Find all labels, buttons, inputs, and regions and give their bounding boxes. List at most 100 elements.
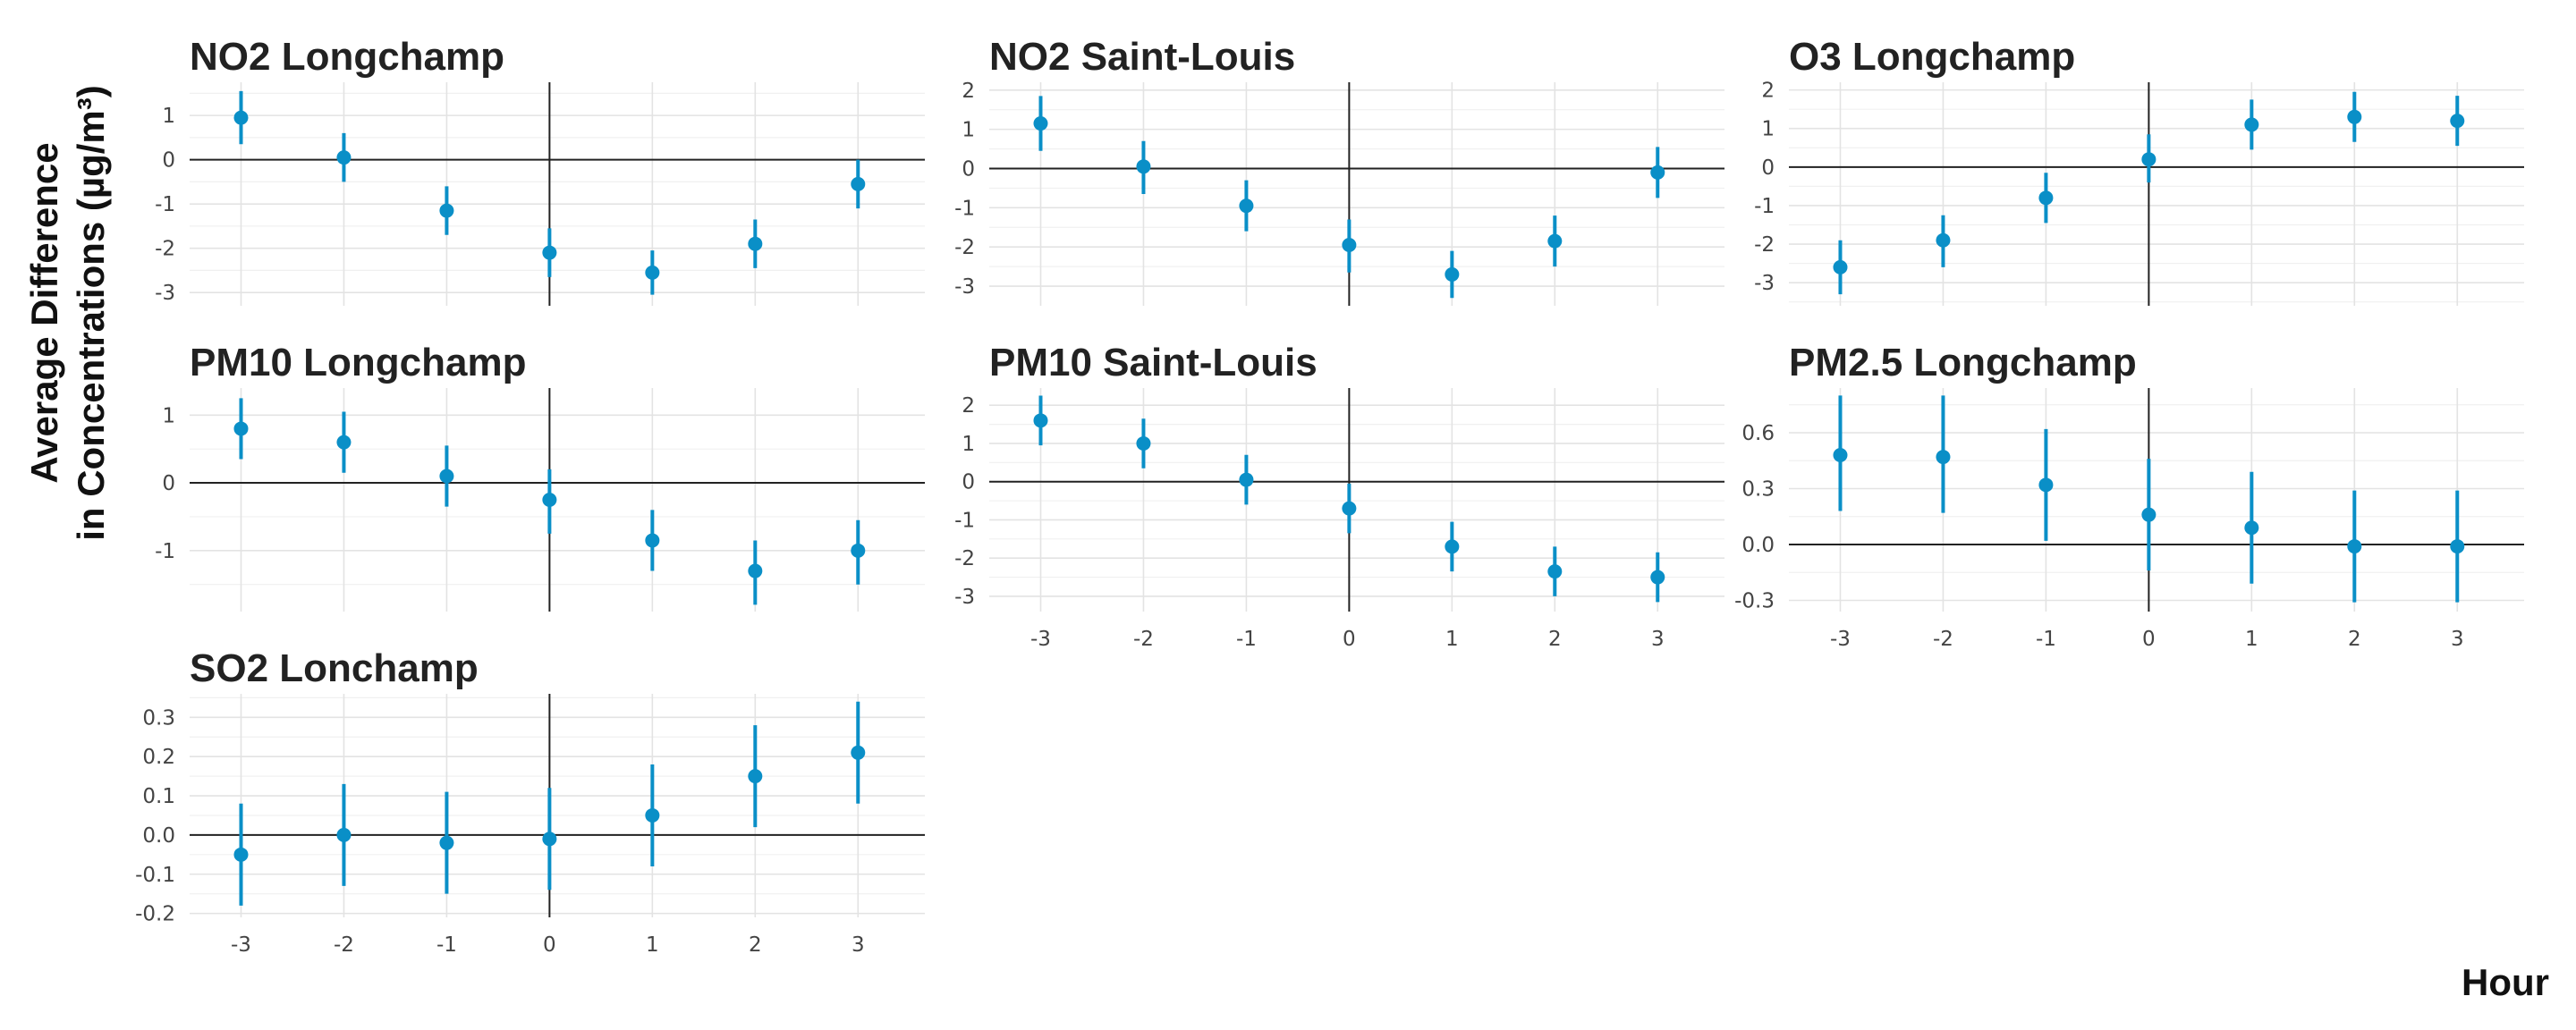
panels: NO2 Longchamp -3 -2 -1 0 1 NO2 Saint-Louis -3 -2…	[135, 35, 2524, 957]
x-tick-label: -1	[1236, 628, 1257, 651]
data-point	[1033, 413, 1048, 428]
data-point	[1547, 233, 1563, 249]
x-tick-label: 2	[2348, 628, 2361, 651]
x-tick-label: 1	[646, 933, 659, 957]
y-tick-label: 0.3	[142, 706, 175, 730]
data-point	[1033, 116, 1048, 131]
x-tick-label: 3	[2451, 628, 2464, 651]
y-tick-label: -2	[1754, 233, 1775, 257]
panel-5: PM10 Saint-Louis -3 -2 -1 0 1 2 -3 -2 -1 0 1 2 3	[954, 341, 1724, 651]
panel-1: NO2 Longchamp -3 -2 -1 0 1	[155, 35, 925, 306]
panel-title: PM10 Longchamp	[190, 341, 527, 384]
x-tick-label: -2	[1933, 628, 1953, 651]
data-point	[748, 236, 763, 251]
data-point	[1342, 501, 1357, 516]
x-tick-label: 3	[1651, 628, 1665, 651]
data-point	[2244, 520, 2259, 536]
data-point	[1650, 570, 1665, 585]
y-tick-label: -3	[954, 275, 975, 299]
data-point	[851, 745, 866, 760]
x-axis-title: Hour	[2462, 961, 2549, 1003]
y-tick-label: 0	[962, 157, 975, 181]
y-tick-label: -3	[155, 282, 175, 305]
data-point	[542, 245, 557, 260]
y-tick-label: 1	[162, 105, 175, 128]
data-point	[851, 543, 866, 558]
x-tick-label: 2	[749, 933, 762, 957]
y-tick-label: 1	[1761, 118, 1775, 141]
x-tick-label: -1	[2036, 628, 2056, 651]
data-point	[1650, 165, 1665, 180]
panel-title: PM10 Saint-Louis	[989, 341, 1318, 384]
data-point	[2141, 152, 2157, 167]
data-point	[748, 563, 763, 578]
data-point	[233, 421, 249, 436]
y-tick-label: -0.1	[135, 864, 175, 887]
y-tick-label: 0.0	[142, 824, 175, 848]
data-point	[439, 469, 454, 484]
y-tick-label: 0.2	[142, 746, 175, 769]
data-point	[542, 493, 557, 507]
x-tick-label: 3	[852, 933, 865, 957]
data-point	[233, 110, 249, 125]
data-point	[645, 807, 660, 823]
data-point	[2141, 507, 2157, 522]
panel-title: NO2 Saint-Louis	[989, 35, 1295, 79]
y-tick-label: -2	[954, 547, 975, 570]
data-point	[1445, 539, 1460, 554]
y-tick-label: -0.2	[135, 903, 175, 926]
panel-title: PM2.5 Longchamp	[1789, 341, 2137, 384]
y-axis-title-line-1: Average Difference	[23, 142, 65, 483]
data-point	[748, 769, 763, 784]
y-tick-label: -1	[155, 540, 175, 563]
data-point	[1136, 435, 1151, 451]
panel-title: SO2 Lonchamp	[190, 646, 479, 690]
y-tick-label: 0.3	[1741, 478, 1775, 502]
panel-4: PM10 Longchamp -1 0 1	[155, 341, 925, 612]
x-tick-label: 1	[1445, 628, 1459, 651]
y-tick-label: -1	[954, 509, 975, 532]
y-tick-label: 0.6	[1741, 422, 1775, 445]
data-point	[1445, 266, 1460, 282]
data-point	[439, 203, 454, 218]
x-tick-label: -2	[334, 933, 354, 957]
y-tick-label: 1	[162, 404, 175, 427]
y-tick-label: -0.3	[1734, 590, 1775, 613]
x-tick-label: 0	[1343, 628, 1356, 651]
data-point	[645, 533, 660, 548]
data-point	[1936, 450, 1951, 465]
y-tick-label: -2	[155, 238, 175, 261]
data-point	[2450, 539, 2465, 554]
x-tick-label: 1	[2245, 628, 2258, 651]
y-tick-label: 0	[162, 149, 175, 173]
data-point	[233, 847, 249, 862]
panel-title: O3 Longchamp	[1789, 35, 2075, 79]
data-point	[1833, 259, 1848, 274]
x-tick-label: -3	[1830, 628, 1851, 651]
panel-2: NO2 Saint-Louis -3 -2 -1 0 1 2	[954, 35, 1724, 306]
x-tick-label: 0	[543, 933, 556, 957]
data-point	[2347, 109, 2362, 124]
data-point	[1342, 238, 1357, 253]
data-point	[2038, 477, 2054, 493]
data-point	[1136, 159, 1151, 174]
y-tick-label: -3	[954, 586, 975, 609]
y-tick-label: 0	[162, 472, 175, 495]
data-point	[439, 835, 454, 850]
data-point	[1936, 232, 1951, 248]
y-tick-label: 2	[962, 80, 975, 103]
y-tick-label: 0	[1761, 156, 1775, 180]
y-tick-label: -2	[954, 236, 975, 259]
data-point	[336, 150, 352, 165]
y-tick-label: -1	[155, 193, 175, 216]
x-tick-label: -1	[436, 933, 457, 957]
data-point	[2347, 539, 2362, 554]
data-point	[542, 832, 557, 847]
panel-7: SO2 Lonchamp -0.2 -0.1 0.0 0.1 0.2 0.3 -3 -2 -1 0 1…	[135, 646, 925, 957]
y-tick-label: -1	[954, 197, 975, 220]
y-tick-label: 2	[962, 394, 975, 418]
data-point	[1833, 448, 1848, 462]
y-tick-label: 0	[962, 471, 975, 494]
data-point	[1547, 564, 1563, 579]
